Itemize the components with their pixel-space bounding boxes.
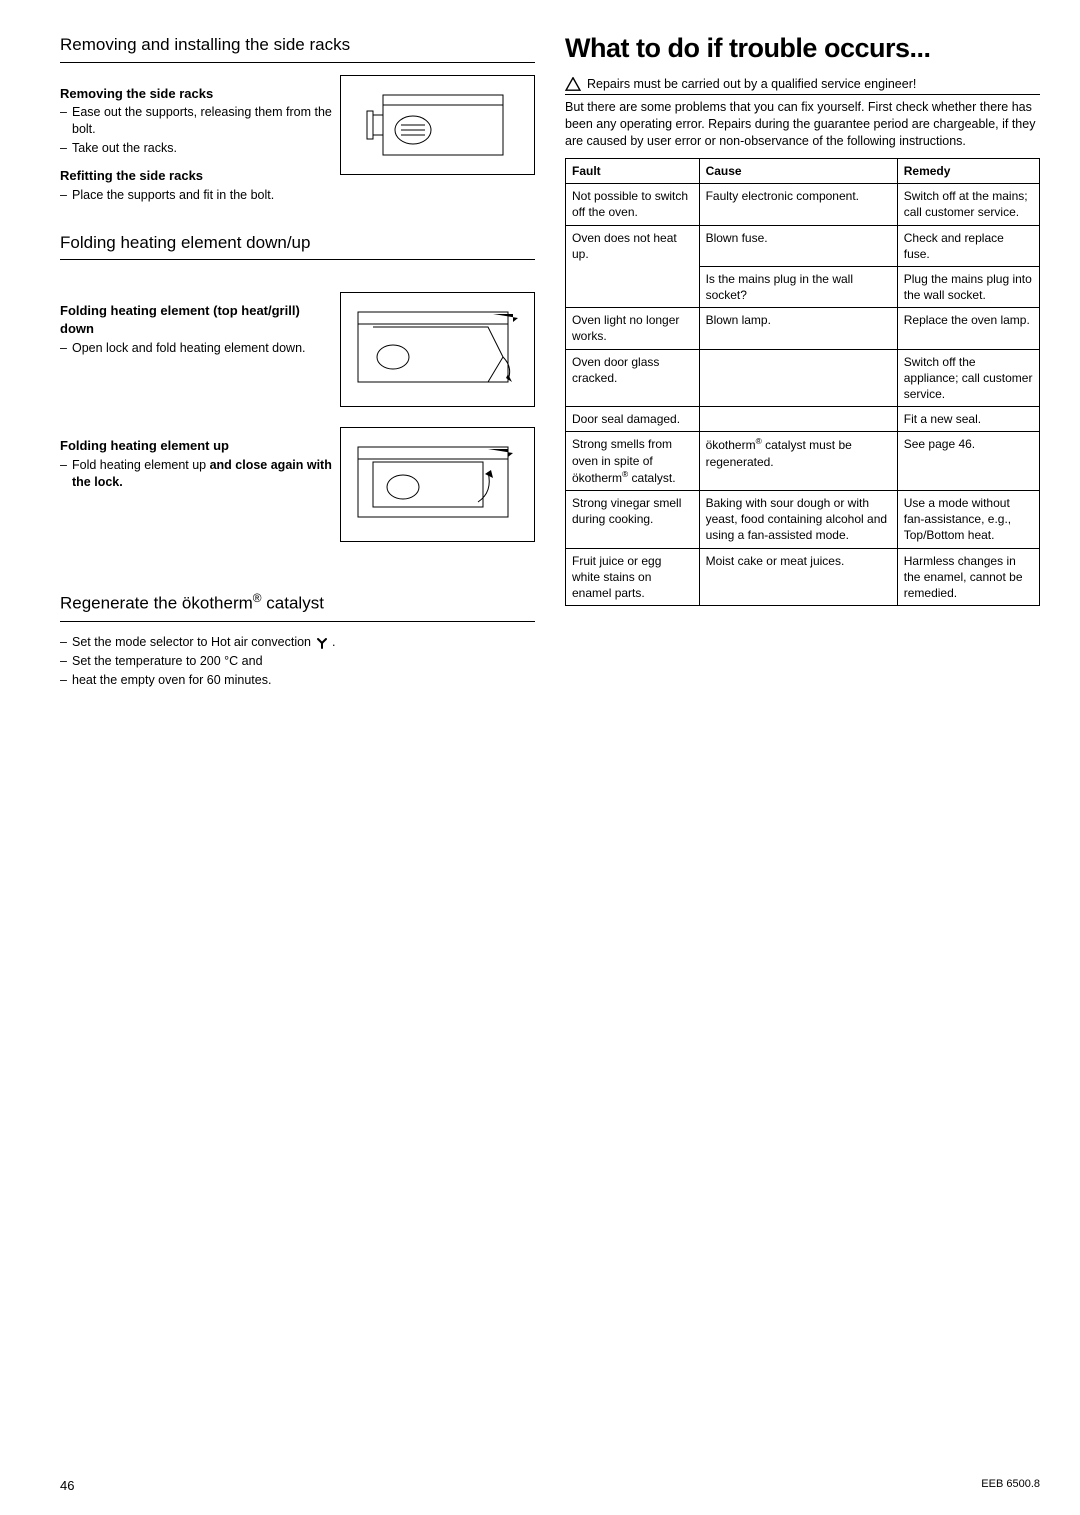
figure-fold-up — [340, 427, 535, 542]
warning-text: Repairs must be carried out by a qualifi… — [587, 76, 916, 93]
cell: Is the mains plug in the wall socket? — [699, 266, 897, 307]
table-row: Oven door glass cracked. Switch off the … — [566, 349, 1040, 407]
cell: Blown lamp. — [699, 308, 897, 349]
table-row: Strong vinegar smell during cooking. Bak… — [566, 490, 1040, 548]
troubleshoot-table: Fault Cause Remedy Not possible to switc… — [565, 158, 1040, 606]
model-number: EEB 6500.8 — [981, 1477, 1040, 1495]
cell: Plug the mains plug into the wall socket… — [897, 266, 1039, 307]
table-header-row: Fault Cause Remedy — [566, 158, 1040, 183]
cell-text: catalyst. — [628, 471, 675, 485]
cell: Oven light no longer works. — [566, 308, 700, 349]
table-row: Not possible to switch off the oven. Fau… — [566, 184, 1040, 225]
cell: Strong smells from oven in spite of ökot… — [566, 432, 700, 491]
registered-icon: ® — [253, 591, 262, 605]
th-remedy: Remedy — [897, 158, 1039, 183]
racks-refit-list: Place the supports and fit in the bolt. — [60, 187, 332, 204]
section-title-racks: Removing and installing the side racks — [60, 34, 535, 63]
page-heading: What to do if trouble occurs... — [565, 30, 1040, 66]
list-item: Take out the racks. — [60, 140, 332, 157]
sub-removing-racks: Removing the side racks — [60, 85, 332, 103]
intro-paragraph: But there are some problems that you can… — [565, 99, 1040, 150]
racks-block: Removing the side racks Ease out the sup… — [60, 75, 535, 206]
cell — [699, 407, 897, 432]
table-row: Oven light no longer works. Blown lamp. … — [566, 308, 1040, 349]
fold-down-list: Open lock and fold heating element down. — [60, 340, 332, 357]
cell: Replace the oven lamp. — [897, 308, 1039, 349]
cell: Door seal damaged. — [566, 407, 700, 432]
regen-b1: Set the mode selector to Hot air convect… — [72, 635, 315, 649]
fold-up-text-a: Fold heating element up — [72, 458, 210, 472]
folding-down-block: Folding heating element (top heat/grill)… — [60, 292, 535, 407]
cell: Fit a new seal. — [897, 407, 1039, 432]
sub-fold-up: Folding heating element up — [60, 437, 332, 455]
regen-list: Set the mode selector to Hot air convect… — [60, 634, 535, 689]
th-cause: Cause — [699, 158, 897, 183]
table-row: Oven does not heat up. Blown fuse. Check… — [566, 225, 1040, 266]
fold-down-icon — [348, 302, 528, 397]
list-item: Place the supports and fit in the bolt. — [60, 187, 332, 204]
regen-title-a: Regenerate the ökotherm — [60, 594, 253, 613]
cell: Switch off at the mains; call customer s… — [897, 184, 1039, 225]
table-row: Strong smells from oven in spite of ökot… — [566, 432, 1040, 491]
regen-title-b: catalyst — [262, 594, 324, 613]
cell: ökotherm® catalyst must be regenerated. — [699, 432, 897, 491]
table-row: Door seal damaged. Fit a new seal. — [566, 407, 1040, 432]
list-item: Ease out the supports, releasing them fr… — [60, 104, 332, 138]
cell: Faulty electronic component. — [699, 184, 897, 225]
fold-up-list: Fold heating element up and close again … — [60, 457, 332, 491]
fan-mode-icon — [315, 637, 329, 649]
regen-b1-tail: . — [332, 635, 335, 649]
warning-triangle-icon — [565, 77, 581, 91]
oven-rack-icon — [353, 85, 523, 165]
left-column: Removing and installing the side racks R… — [60, 30, 535, 691]
right-column: What to do if trouble occurs... Repairs … — [565, 30, 1040, 691]
racks-remove-list: Ease out the supports, releasing them fr… — [60, 104, 332, 157]
folding-up-text: Folding heating element up Fold heating … — [60, 427, 332, 492]
cell-text: ökotherm — [706, 438, 756, 452]
page-number: 46 — [60, 1477, 74, 1495]
cell: Moist cake or meat juices. — [699, 548, 897, 606]
page-footer: 46 EEB 6500.8 — [60, 1477, 1040, 1495]
cell: Strong vinegar smell during cooking. — [566, 490, 700, 548]
cell: Switch off the appliance; call customer … — [897, 349, 1039, 407]
table-row: Fruit juice or egg white stains on ename… — [566, 548, 1040, 606]
figure-fold-down — [340, 292, 535, 407]
sub-fold-down: Folding heating element (top heat/grill)… — [60, 302, 332, 337]
list-item: heat the empty oven for 60 minutes. — [60, 672, 535, 689]
section-title-folding: Folding heating element down/up — [60, 232, 535, 261]
cell: Blown fuse. — [699, 225, 897, 266]
cell — [699, 349, 897, 407]
figure-racks — [340, 75, 535, 175]
section-title-regenerate: Regenerate the ökotherm® catalyst — [60, 590, 535, 622]
cell: Oven does not heat up. — [566, 225, 700, 308]
two-column-layout: Removing and installing the side racks R… — [60, 30, 1040, 691]
cell: See page 46. — [897, 432, 1039, 491]
sub-refitting-racks: Refitting the side racks — [60, 167, 332, 185]
list-item: Set the mode selector to Hot air convect… — [60, 634, 535, 651]
warning-row: Repairs must be carried out by a qualifi… — [565, 76, 1040, 95]
list-item: Set the temperature to 200 °C and — [60, 653, 535, 670]
list-item: Fold heating element up and close again … — [60, 457, 332, 491]
cell: Not possible to switch off the oven. — [566, 184, 700, 225]
cell: Oven door glass cracked. — [566, 349, 700, 407]
cell: Baking with sour dough or with yeast, fo… — [699, 490, 897, 548]
cell: Fruit juice or egg white stains on ename… — [566, 548, 700, 606]
th-fault: Fault — [566, 158, 700, 183]
folding-up-block: Folding heating element up Fold heating … — [60, 427, 535, 542]
cell: Harmless changes in the enamel, cannot b… — [897, 548, 1039, 606]
cell: Use a mode without fan-assistance, e.g.,… — [897, 490, 1039, 548]
cell: Check and replace fuse. — [897, 225, 1039, 266]
folding-down-text: Folding heating element (top heat/grill)… — [60, 292, 332, 358]
fold-up-icon — [348, 437, 528, 532]
racks-text: Removing the side racks Ease out the sup… — [60, 75, 332, 206]
list-item: Open lock and fold heating element down. — [60, 340, 332, 357]
